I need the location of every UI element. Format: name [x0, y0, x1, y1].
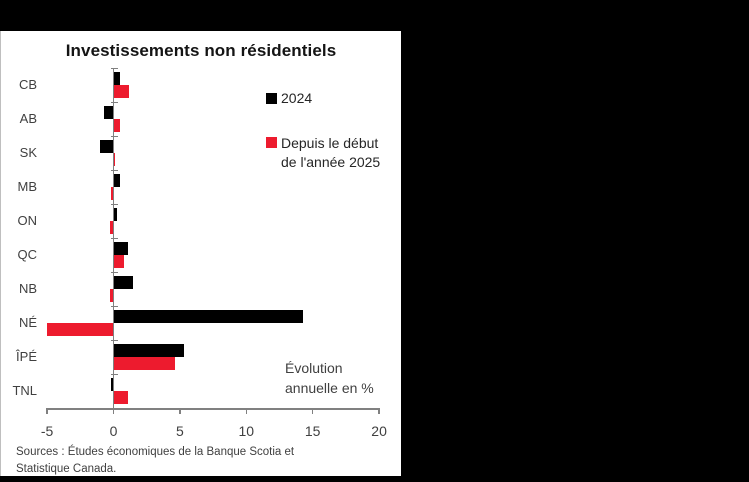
- value-axis-tick: [112, 408, 115, 414]
- category-axis-tick: [111, 374, 118, 376]
- y-axis-label-qc: QC: [17, 247, 38, 262]
- bar-series-2025-tnl: [113, 391, 129, 404]
- legend-item-2024: 2024: [266, 90, 312, 106]
- bar-series-2024-sk: [100, 140, 114, 153]
- category-axis-tick: [111, 238, 118, 240]
- y-axis-label-tnl: TNL: [12, 383, 37, 398]
- annotation-line2: annuelle en %: [285, 380, 374, 396]
- plot-area: CB AB SK MB ON QC NB NÉ ÎPÉ TNL -5 0 5 10 15 20: [1, 31, 401, 476]
- annotation-line1: Évolution: [285, 360, 343, 376]
- bar-series-2024-né: [113, 310, 304, 323]
- y-axis-label-ab: AB: [19, 111, 37, 126]
- category-axis-tick: [111, 170, 118, 172]
- chart-panel: Investissements non résidentiels CB AB SK M…: [0, 31, 401, 476]
- bar-series-2024-on: [113, 208, 118, 221]
- y-axis-label-on: ON: [17, 213, 38, 228]
- value-axis-line: [46, 408, 380, 410]
- category-axis-tick: [111, 272, 118, 274]
- source-note: Sources : Études économiques de la Banqu…: [16, 444, 376, 478]
- x-axis-tick-label: 15: [304, 423, 321, 439]
- bar-series-2025-ab: [113, 119, 121, 132]
- bar-series-2025-on: [109, 221, 114, 234]
- x-axis-tick-label: 5: [175, 423, 184, 439]
- legend-swatch-2025-icon: [266, 137, 277, 148]
- legend-label-2025: Depuis le début de l'année 2025: [281, 134, 380, 172]
- chart-title: Investissements non résidentiels: [65, 41, 337, 60]
- axis-unit-annotation: Évolution annuelle en %: [285, 358, 374, 398]
- x-axis-tick-label: -5: [40, 423, 54, 439]
- bar-series-2024-qc: [113, 242, 129, 255]
- letterbox-bottom: [0, 476, 749, 482]
- bar-series-2024-tnl: [110, 378, 114, 391]
- bar-series-2025-nb: [109, 289, 114, 302]
- y-axis-label-cb: CB: [18, 77, 37, 92]
- category-axis-tick: [111, 340, 118, 342]
- category-axis-tick: [111, 68, 118, 70]
- bar-series-2025-îpé: [113, 357, 175, 370]
- y-axis-label-mb: MB: [17, 179, 38, 194]
- bar-series-2024-nb: [113, 276, 134, 289]
- y-axis-label-nb: NB: [18, 281, 37, 296]
- category-axis-tick: [111, 136, 118, 138]
- y-axis-label-sk: SK: [19, 145, 37, 160]
- source-line2: Statistique Canada.: [16, 463, 117, 475]
- legend-label-2024: 2024: [281, 90, 313, 106]
- legend-label-2025-line2: de l'année 2025: [281, 154, 381, 170]
- legend-item-2025: Depuis le début de l'année 2025: [266, 134, 396, 172]
- letterbox-right: [401, 0, 749, 482]
- legend-swatch-2024-icon: [266, 92, 277, 104]
- bar-series-2024-cb: [113, 72, 121, 85]
- category-axis-tick: [111, 102, 118, 104]
- value-axis-tick: [378, 408, 380, 414]
- value-axis-tick: [179, 408, 181, 414]
- source-line1: Sources : Études économiques de la Banqu…: [16, 446, 295, 458]
- bar-series-2025-cb: [113, 85, 130, 98]
- value-axis-tick: [245, 408, 248, 414]
- y-axis-label-îpé: ÎPÉ: [16, 349, 37, 364]
- category-axis-tick: [111, 306, 118, 308]
- bar-series-2025-né: [47, 323, 114, 336]
- x-axis-tick-label: 0: [109, 423, 118, 439]
- category-axis-tick: [111, 204, 118, 206]
- bar-series-2025-qc: [113, 255, 125, 268]
- bar-series-2024-îpé: [113, 344, 184, 357]
- bar-series-2025-mb: [110, 187, 114, 200]
- bar-series-2024-mb: [113, 174, 121, 187]
- x-axis-tick-label: 10: [238, 423, 255, 439]
- y-axis-label-né: NÉ: [18, 315, 37, 330]
- x-axis-tick-label: 20: [371, 423, 387, 439]
- bar-series-2024-ab: [104, 106, 114, 119]
- value-axis-tick: [46, 408, 48, 414]
- legend-label-2025-line1: Depuis le début: [281, 135, 379, 151]
- value-axis-tick: [311, 408, 314, 414]
